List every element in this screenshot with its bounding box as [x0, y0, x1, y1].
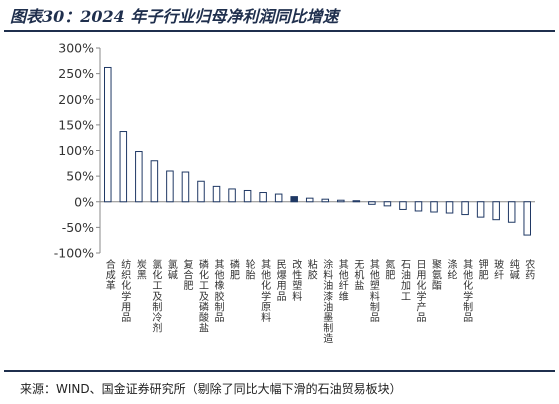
- x-tick-label: 涤纶: [448, 258, 458, 282]
- x-tick-label: 日用化学产品: [416, 260, 426, 324]
- y-tick-label: 300%: [58, 41, 94, 56]
- bar: [135, 151, 143, 203]
- x-tick-label: 氮肥: [385, 258, 395, 282]
- y-tick-label: 200%: [58, 92, 94, 107]
- footer-rule: [4, 370, 555, 372]
- x-tick-label: 无机盐: [354, 260, 364, 292]
- x-tick-label: 炭黑: [137, 259, 147, 282]
- bar: [430, 201, 438, 213]
- bar: [461, 201, 469, 216]
- y-tick-label: 0%: [74, 194, 94, 209]
- x-tick-label: 其他化学原料: [261, 259, 271, 324]
- x-tick-label: 氯化工及制冷剂: [152, 258, 162, 335]
- bar: [523, 201, 531, 236]
- bar: [399, 201, 407, 210]
- bar: [305, 197, 314, 203]
- y-tick-label: 150%: [58, 117, 94, 132]
- x-tick-label: 其他化学制品: [463, 259, 473, 324]
- y-tick-label: -50%: [62, 220, 94, 235]
- bar-chart: 300% 250% 200% 150% 100% 50% 0% -50% -100% 合成革纺织化…: [54, 41, 535, 346]
- bar: [228, 188, 236, 203]
- x-tick-label: 农药: [525, 258, 535, 282]
- x-tick-label: 磷肥: [230, 258, 240, 282]
- title-rule: [4, 30, 555, 32]
- bar: [507, 201, 516, 223]
- x-tick-label: 其他纤维: [339, 259, 349, 303]
- x-tick-label: 其他塑料制品: [370, 259, 380, 324]
- bar: [414, 201, 423, 212]
- x-tick-label: 轮胎: [246, 258, 256, 282]
- bar: [197, 180, 205, 203]
- x-tick-label: 玻纤: [494, 258, 504, 282]
- bar: [243, 189, 252, 203]
- x-tick-label: 聚氨酯: [432, 259, 442, 292]
- bar: [352, 200, 361, 203]
- bar: [445, 201, 454, 214]
- y-tick-label: 250%: [58, 66, 94, 81]
- bar: [290, 196, 298, 203]
- x-tick-label: 纯碱: [510, 258, 520, 282]
- x-tick-label: 改性塑料: [292, 258, 302, 303]
- bar: [212, 185, 221, 203]
- x-tick-label: 涂料油漆油墨制造: [323, 258, 333, 345]
- y-tick-label: -100%: [54, 246, 94, 261]
- bar: [150, 160, 159, 203]
- y-tick-label: 100%: [58, 143, 94, 158]
- x-tick-label: 民爆用品: [277, 259, 287, 303]
- x-tick-label: 复合肥: [183, 258, 193, 292]
- bar: [274, 193, 283, 203]
- x-tick-label: 钾肥: [479, 258, 489, 282]
- x-tick-label: 其他橡胶制品: [215, 259, 225, 324]
- bar: [321, 198, 330, 203]
- bar: [337, 199, 345, 203]
- bar: [259, 192, 267, 203]
- bar: [181, 171, 190, 203]
- x-tick-label: 氯碱: [168, 258, 178, 282]
- source-note: 来源：WIND、国金证券研究所（剔除了同比大幅下滑的石油贸易板块）: [20, 382, 402, 396]
- x-tick-label: 合成革: [106, 258, 116, 292]
- bar: [492, 201, 500, 221]
- bar: [104, 66, 112, 203]
- bar: [476, 201, 485, 218]
- figure-title: 图表30：2024 年子行业归母净利润同比增速: [10, 7, 339, 26]
- bar: [119, 131, 128, 203]
- y-tick-label: 50%: [66, 169, 94, 184]
- x-tick-label: 粘胶: [308, 258, 318, 282]
- bar: [166, 170, 174, 203]
- bar: [383, 201, 392, 207]
- x-tick-label: 纺织化学用品: [121, 258, 131, 324]
- x-tick-label: 磷化工及磷酸盐: [199, 258, 209, 335]
- bar: [368, 201, 376, 205]
- x-tick-label: 石油加工: [401, 260, 411, 303]
